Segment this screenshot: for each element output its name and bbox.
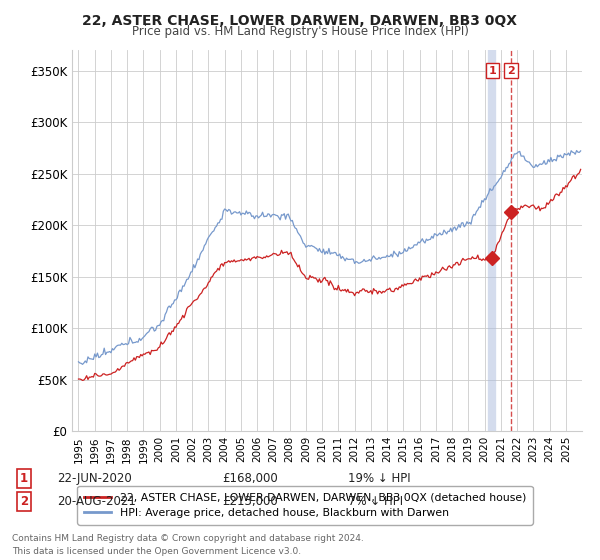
Text: £213,000: £213,000 bbox=[222, 494, 278, 508]
Text: 2: 2 bbox=[20, 494, 28, 508]
Text: 20-AUG-2021: 20-AUG-2021 bbox=[57, 494, 136, 508]
Legend: 22, ASTER CHASE, LOWER DARWEN, DARWEN, BB3 0QX (detached house), HPI: Average pr: 22, ASTER CHASE, LOWER DARWEN, DARWEN, B… bbox=[77, 486, 533, 525]
Text: 22-JUN-2020: 22-JUN-2020 bbox=[57, 472, 132, 486]
Text: 2: 2 bbox=[507, 66, 515, 76]
Text: 22, ASTER CHASE, LOWER DARWEN, DARWEN, BB3 0QX: 22, ASTER CHASE, LOWER DARWEN, DARWEN, B… bbox=[83, 14, 517, 28]
Text: Contains HM Land Registry data © Crown copyright and database right 2024.: Contains HM Land Registry data © Crown c… bbox=[12, 534, 364, 543]
Text: 1: 1 bbox=[488, 66, 496, 76]
Text: 7% ↓ HPI: 7% ↓ HPI bbox=[348, 494, 403, 508]
Text: 19% ↓ HPI: 19% ↓ HPI bbox=[348, 472, 410, 486]
Text: £168,000: £168,000 bbox=[222, 472, 278, 486]
Text: This data is licensed under the Open Government Licence v3.0.: This data is licensed under the Open Gov… bbox=[12, 547, 301, 556]
Text: Price paid vs. HM Land Registry's House Price Index (HPI): Price paid vs. HM Land Registry's House … bbox=[131, 25, 469, 38]
Text: 1: 1 bbox=[20, 472, 28, 486]
